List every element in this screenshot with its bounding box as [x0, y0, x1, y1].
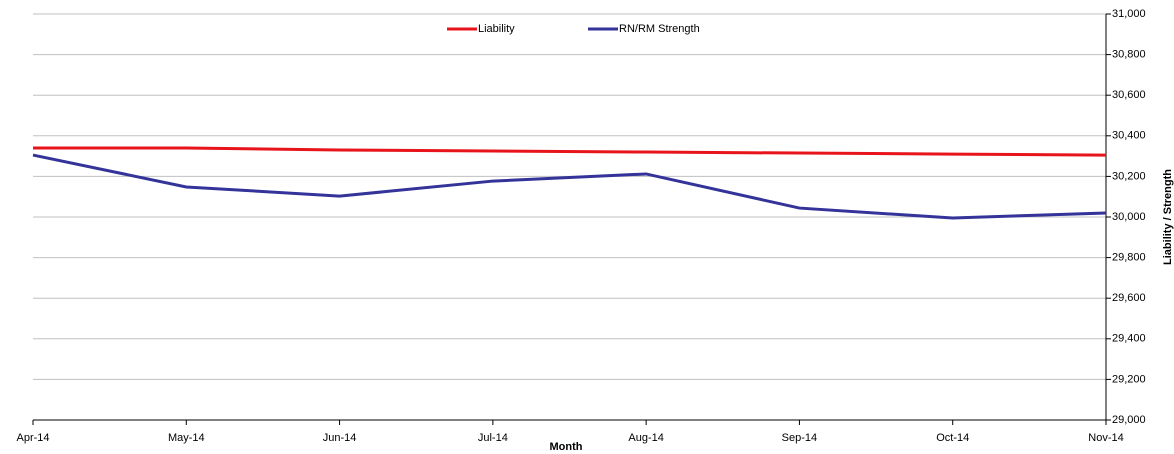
legend-label: RN/RM Strength [619, 23, 700, 35]
x-tick-label: Oct-14 [936, 432, 969, 444]
y-tick-label: 29,600 [1112, 292, 1146, 304]
x-axis-title: Month [550, 441, 583, 453]
x-tick-label: Apr-14 [16, 432, 49, 444]
x-tick-label: Jun-14 [323, 432, 357, 444]
legend-label: Liability [478, 23, 515, 35]
y-tick-label: 31,000 [1112, 8, 1146, 20]
x-tick-label: Aug-14 [628, 432, 663, 444]
x-tick-label: Nov-14 [1088, 432, 1123, 444]
x-tick-label: May-14 [168, 432, 205, 444]
x-tick-label: Jul-14 [478, 432, 508, 444]
y-tick-label: 29,800 [1112, 252, 1146, 264]
y-tick-label: 30,000 [1112, 211, 1146, 223]
y-tick-label: 29,400 [1112, 333, 1146, 345]
x-tick-label: Sep-14 [782, 432, 817, 444]
line-series [32, 153, 1107, 220]
y-tick-label: 29,200 [1112, 373, 1146, 385]
y-tick-label: 30,400 [1112, 130, 1146, 142]
y-tick-label: 30,600 [1112, 89, 1146, 101]
y-tick-label: 29,000 [1112, 414, 1146, 426]
y-tick-label: 30,200 [1112, 170, 1146, 182]
y-axis-title: Liability / Strength [1162, 169, 1174, 265]
line-series [33, 146, 1107, 157]
y-tick-label: 30,800 [1112, 49, 1146, 61]
